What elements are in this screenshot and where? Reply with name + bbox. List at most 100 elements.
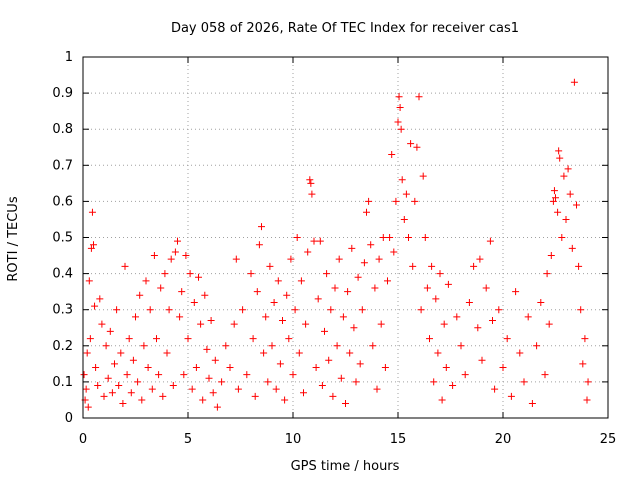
data-point <box>554 208 562 216</box>
data-point <box>344 288 352 296</box>
data-point <box>268 342 276 350</box>
data-point <box>321 327 328 335</box>
data-point <box>83 349 91 357</box>
data-point <box>80 371 88 379</box>
x-tick-label: 20 <box>495 432 512 447</box>
data-point <box>161 270 169 278</box>
y-tick-label: 0.4 <box>52 267 73 282</box>
data-point <box>180 371 188 379</box>
data-point <box>499 363 507 371</box>
data-point <box>350 324 358 332</box>
y-tick-label: 0.5 <box>52 231 73 246</box>
data-point <box>153 335 160 343</box>
data-point <box>556 154 564 162</box>
data-point <box>426 335 433 343</box>
data-point <box>570 78 578 86</box>
data-point <box>142 277 150 285</box>
data-point <box>232 255 240 263</box>
y-tick-label: 0.1 <box>52 375 73 390</box>
x-tick-label: 10 <box>285 432 302 447</box>
axes: 00.10.20.30.40.50.60.70.80.910 5 10 15 20 25 <box>52 50 616 447</box>
data-point <box>457 342 465 350</box>
y-tick-label: 0.2 <box>52 339 73 354</box>
data-point <box>82 385 90 393</box>
data-point <box>276 360 284 368</box>
data-point <box>507 392 515 400</box>
data-point <box>555 147 563 155</box>
data-point <box>307 179 315 187</box>
data-point <box>583 396 591 404</box>
data-point <box>295 349 303 357</box>
data-point <box>192 363 200 371</box>
data-point <box>329 392 337 400</box>
data-point <box>287 255 295 263</box>
data-point <box>543 270 551 278</box>
data-point <box>98 320 106 328</box>
y-tick-label: 0.7 <box>52 158 73 173</box>
data-point <box>342 400 349 408</box>
data-point <box>333 342 341 350</box>
data-point <box>400 215 408 223</box>
data-point <box>371 284 379 292</box>
data-point <box>207 317 215 325</box>
data-point <box>274 277 282 285</box>
data-point <box>163 349 171 357</box>
data-point <box>388 150 396 158</box>
data-point <box>573 201 580 209</box>
data-point <box>306 176 314 184</box>
data-point <box>476 255 484 263</box>
data-point <box>113 306 121 314</box>
data-point <box>474 324 482 332</box>
data-point <box>325 356 333 364</box>
data-point <box>394 118 402 126</box>
data-point <box>390 248 398 256</box>
data-point <box>222 342 230 350</box>
data-point <box>176 313 184 321</box>
data-point <box>432 295 440 303</box>
y-tick-label: 0.6 <box>52 194 73 209</box>
data-point <box>188 385 196 393</box>
data-point <box>150 252 158 260</box>
data-point <box>234 385 242 393</box>
data-point <box>272 385 280 393</box>
data-point <box>438 396 446 404</box>
x-tick-label: 25 <box>600 432 617 447</box>
data-point <box>297 277 305 285</box>
data-point <box>87 244 95 252</box>
data-point <box>119 400 127 408</box>
data-point <box>209 389 217 397</box>
data-point <box>213 403 221 411</box>
data-point <box>402 190 410 198</box>
data-point <box>314 295 322 303</box>
data-point <box>199 396 207 404</box>
y-tick-label: 0 <box>65 411 73 426</box>
data-point <box>94 382 102 390</box>
data-point <box>465 298 473 306</box>
data-point <box>157 284 165 292</box>
x-axis-label: GPS time / hours <box>291 459 400 474</box>
data-point <box>125 335 133 343</box>
data-point <box>121 262 129 270</box>
data-point <box>395 93 403 101</box>
data-point <box>239 306 247 314</box>
data-point <box>100 392 108 400</box>
plot-frame <box>82 56 609 419</box>
grid-layer <box>83 57 608 418</box>
data-point <box>575 262 583 270</box>
data-point <box>255 241 263 249</box>
data-point <box>348 244 356 252</box>
data-point <box>503 335 511 343</box>
data-point <box>354 273 362 281</box>
chart-title: Day 058 of 2026, Rate Of TEC Index for r… <box>171 21 519 36</box>
data-point <box>312 363 320 371</box>
data-point <box>201 291 209 299</box>
data-point <box>148 385 156 393</box>
data-point <box>430 378 438 386</box>
data-point <box>407 140 415 148</box>
data-point <box>302 320 310 328</box>
data-point <box>367 241 375 249</box>
data-point <box>461 371 469 379</box>
data-point <box>249 335 257 343</box>
data-point <box>566 190 574 198</box>
